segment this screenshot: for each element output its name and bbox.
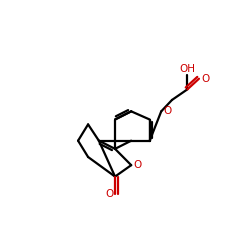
Text: O: O <box>201 74 209 84</box>
Text: O: O <box>105 189 114 199</box>
Text: O: O <box>134 160 142 170</box>
Text: OH: OH <box>180 64 196 74</box>
Text: O: O <box>163 106 172 116</box>
